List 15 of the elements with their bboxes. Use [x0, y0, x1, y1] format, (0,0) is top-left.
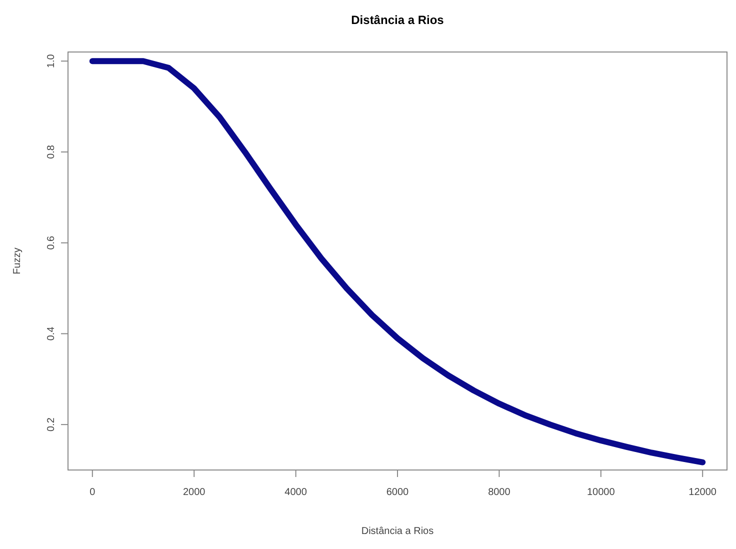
x-axis-title: Distância a Rios	[361, 526, 434, 537]
y-tick-label: 0.4	[46, 326, 57, 341]
x-tick-label: 4000	[284, 487, 308, 498]
x-tick-label: 10000	[586, 487, 616, 498]
x-tick-label: 2000	[182, 487, 206, 498]
x-tick-label: 12000	[688, 487, 717, 498]
y-tick-label: 0.6	[46, 235, 57, 250]
x-tick-label: 6000	[386, 487, 410, 498]
x-tick-label: 8000	[488, 487, 511, 498]
x-tick-label: 0	[90, 487, 96, 498]
chart-title: Distância a Rios	[351, 13, 444, 27]
y-axis-title: Fuzzy	[12, 248, 23, 274]
y-tick-label: 0.8	[46, 144, 57, 159]
y-tick-label: 1.0	[46, 54, 57, 68]
y-tick-label: 0.2	[46, 417, 57, 432]
